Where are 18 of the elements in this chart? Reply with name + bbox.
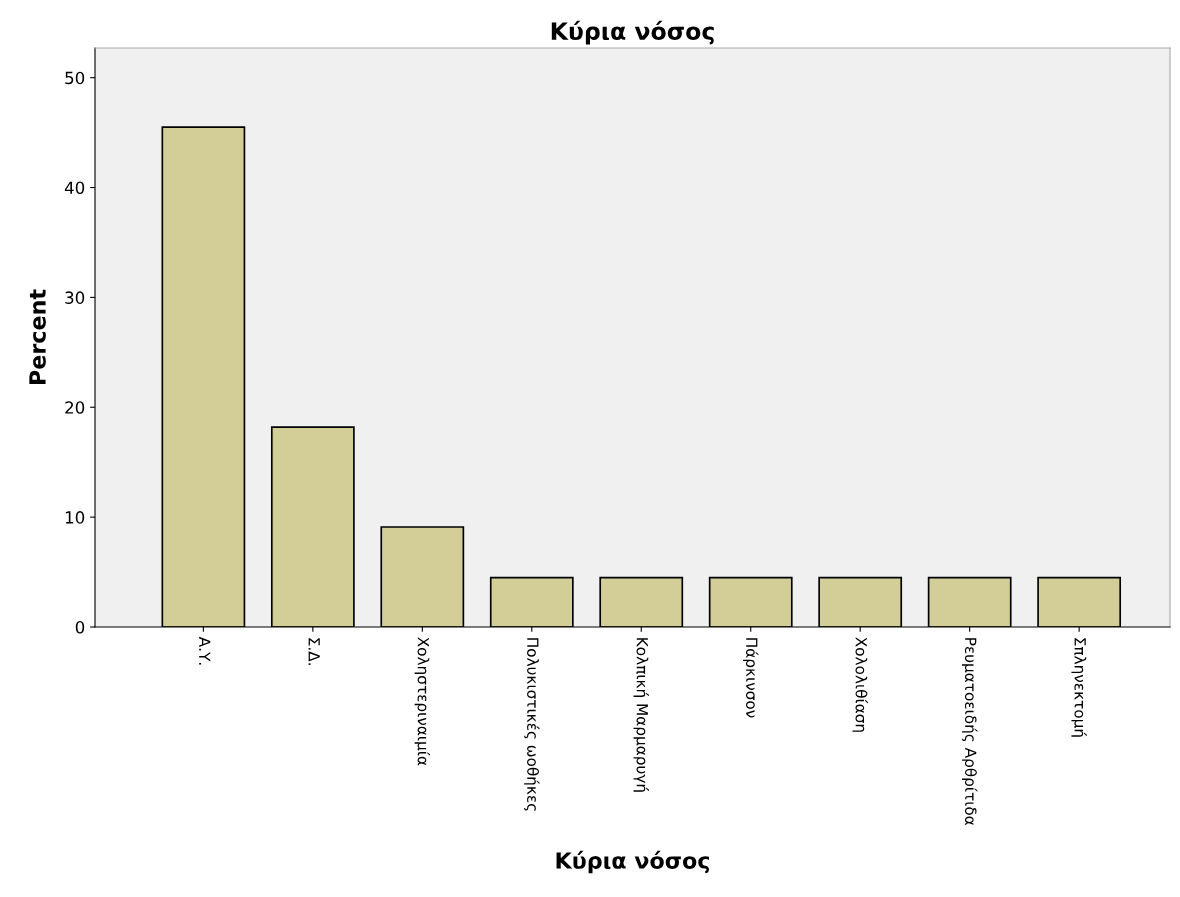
x-tick-label: Πάρκινσον [743,638,759,718]
y-tick-label: 20 [65,401,85,414]
y-tick-label: 50 [65,71,85,85]
y-tick-label: 30 [65,291,85,304]
x-tick-label: Σπληνεκτομή [1071,638,1087,737]
chart-title: Κύρια νόσος [551,20,714,45]
x-tick-label: Α.Υ. [199,636,211,665]
y-tick-label: 40 [64,181,85,195]
y-tick-label: 10 [65,511,85,524]
x-tick-label: Χολολιθίαση [852,637,868,732]
x-tick-label: Χοληστεριναιμία [414,637,431,766]
y-tick-label: 0 [75,620,85,634]
x-tick-label: Σ.Δ. [308,638,320,665]
x-axis-title: Κύρια νόσος [556,850,709,874]
y-axis-title: Percent [29,289,46,384]
x-tick-label: Ρευματοειδής Αρθρίτιδα [961,638,978,826]
x-tick-label: Κολπική Μαρμαρυγή [633,638,649,792]
x-tick-label: Πολυκιστικές ωοθήκες [524,638,540,811]
